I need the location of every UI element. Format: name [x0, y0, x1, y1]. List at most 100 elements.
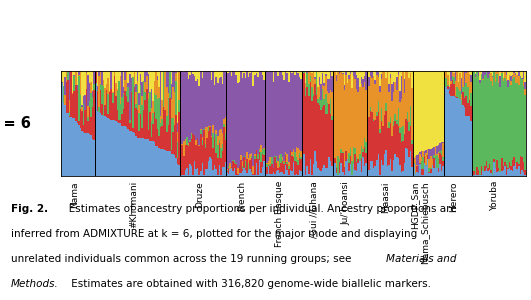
Bar — [501, 70, 502, 73]
Bar — [199, 175, 200, 176]
Bar — [362, 152, 364, 158]
Bar — [388, 122, 390, 128]
Bar — [323, 165, 325, 175]
Bar — [121, 70, 123, 97]
Bar — [189, 164, 191, 176]
Bar — [442, 157, 444, 160]
Bar — [242, 169, 243, 171]
Bar — [174, 92, 175, 125]
Bar — [330, 70, 331, 90]
Bar — [350, 74, 352, 148]
Bar — [83, 96, 84, 104]
Bar — [194, 161, 195, 176]
Bar — [339, 74, 340, 159]
Bar — [238, 166, 240, 173]
Bar — [153, 93, 155, 112]
Bar — [401, 99, 402, 128]
Bar — [160, 70, 161, 116]
Bar — [354, 170, 356, 176]
Bar — [373, 119, 374, 122]
Bar — [523, 71, 524, 79]
Bar — [67, 71, 69, 80]
Bar — [221, 167, 223, 176]
Bar — [327, 79, 328, 91]
Bar — [185, 139, 186, 145]
Bar — [500, 172, 501, 176]
Bar — [233, 160, 234, 171]
Bar — [340, 163, 342, 176]
Bar — [76, 123, 78, 176]
Bar — [268, 166, 269, 176]
Bar — [501, 158, 502, 171]
Bar — [245, 70, 246, 78]
Bar — [376, 116, 378, 160]
Bar — [421, 151, 422, 157]
Bar — [211, 70, 212, 80]
Bar — [322, 168, 323, 176]
Bar — [163, 107, 165, 149]
Bar — [368, 170, 370, 176]
Bar — [277, 76, 279, 161]
Bar — [364, 166, 365, 175]
Bar — [357, 159, 359, 163]
Bar — [104, 105, 106, 116]
Bar — [126, 71, 127, 91]
Bar — [112, 120, 114, 176]
Bar — [160, 127, 161, 148]
Bar — [263, 155, 265, 161]
Bar — [311, 87, 313, 101]
Bar — [129, 74, 131, 120]
Bar — [368, 117, 370, 170]
Bar — [86, 133, 87, 176]
Bar — [484, 171, 485, 175]
Bar — [112, 92, 114, 103]
Bar — [353, 164, 354, 176]
Bar — [61, 83, 63, 176]
Bar — [376, 112, 378, 116]
Bar — [220, 77, 221, 129]
Bar — [132, 132, 134, 175]
Bar — [391, 70, 393, 84]
Bar — [361, 172, 362, 175]
Bar — [517, 82, 518, 162]
Bar — [286, 70, 288, 73]
Bar — [268, 72, 269, 161]
Bar — [157, 70, 158, 76]
Bar — [98, 112, 100, 176]
Bar — [90, 136, 92, 175]
Bar — [476, 167, 478, 176]
Bar — [259, 70, 260, 72]
Bar — [257, 154, 259, 159]
Bar — [115, 96, 117, 121]
Bar — [291, 70, 293, 73]
Bar — [245, 170, 246, 176]
Bar — [382, 165, 384, 175]
Bar — [293, 70, 294, 148]
Bar — [132, 128, 134, 132]
Bar — [121, 97, 123, 114]
Bar — [507, 169, 509, 176]
Bar — [208, 70, 209, 127]
Bar — [135, 84, 136, 92]
Bar — [160, 148, 161, 176]
Bar — [413, 70, 415, 158]
Bar — [136, 82, 138, 86]
Bar — [390, 123, 391, 159]
Bar — [271, 70, 272, 157]
Bar — [186, 145, 187, 168]
Bar — [129, 130, 131, 176]
Bar — [245, 160, 246, 161]
Bar — [374, 70, 376, 80]
Bar — [136, 110, 138, 137]
Bar — [170, 84, 172, 99]
Bar — [161, 149, 163, 176]
Bar — [453, 77, 455, 84]
Bar — [217, 136, 219, 145]
Bar — [523, 86, 524, 162]
Bar — [402, 127, 404, 141]
Bar — [455, 97, 456, 176]
Bar — [260, 70, 262, 145]
Bar — [110, 89, 112, 120]
Bar — [512, 75, 513, 76]
Bar — [187, 145, 189, 146]
